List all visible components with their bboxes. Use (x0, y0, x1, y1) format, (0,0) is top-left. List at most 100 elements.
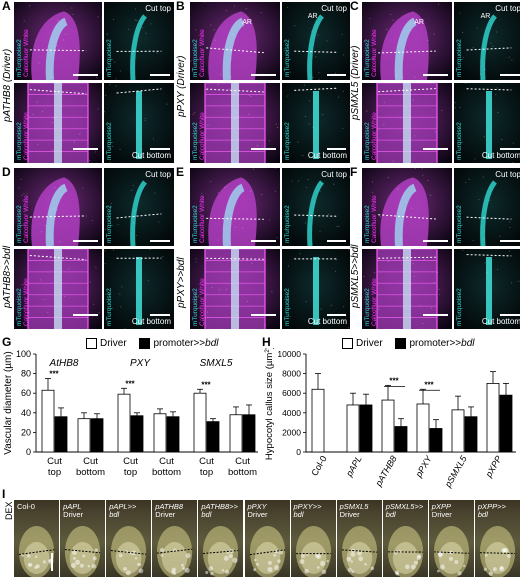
callus-label-line1: Col-0 (17, 502, 35, 511)
micrograph-b-single-top: Cut top AR mTurquoise2 (282, 2, 350, 80)
micrograph-d-single-top: Cut top mTurquoise2 (104, 168, 174, 246)
legend-bdl: promoter>> bdl (139, 338, 219, 349)
legend-bdl-suffix: bdl (461, 337, 475, 349)
scale-bar (150, 148, 170, 150)
channel-label-mturquoise: mTurquoise2 (364, 122, 371, 160)
channel-label-mturquoise: mTurquoise2 (16, 122, 23, 160)
panel-letter-f: F (350, 165, 358, 179)
x-tick-label-line2: bottom (76, 467, 105, 478)
micrograph-f-merged-bottom: mTurquoise2 Calcofluor White (362, 249, 452, 329)
scale-bar (500, 148, 520, 150)
callus-image: pXPP>> bdl (474, 500, 520, 577)
y-tick-label: 80 (21, 369, 31, 379)
y-axis-label: Vascular diameter (µm) (3, 351, 14, 454)
callus-label-line2: Driver (339, 510, 360, 519)
callus-label-line1: pAPL>> (109, 502, 137, 511)
channel-label-mturquoise: mTurquoise2 (456, 39, 463, 77)
panel-letter-c: C (350, 0, 359, 13)
x-tick-label: Col-0 (309, 454, 328, 478)
y-tick-label: 20 (21, 427, 31, 437)
y-tick-label: 4000 (282, 408, 301, 418)
callus-label-line2: bdl (109, 510, 120, 519)
callus-label-line1: pAPL (63, 502, 82, 511)
callus-image: pAPL>> bdl (106, 500, 152, 577)
callus-image-label: Col-0 (17, 503, 35, 511)
callus-image-label: pPXY>> bdl (294, 503, 322, 519)
channel-label-calcofluor: Calcofluor White (199, 112, 206, 160)
scale-bar (327, 240, 346, 242)
bar-bdl (499, 394, 513, 453)
callus-image-label: pSMXL5>> bdl (386, 503, 424, 519)
y-tick-label: 100 (16, 349, 31, 359)
y-tick-label: 8000 (282, 369, 301, 379)
micrograph-f-single-top: Cut top mTurquoise2 (454, 168, 520, 246)
callus-label-line2: Driver (155, 510, 176, 519)
scale-bar (423, 240, 448, 242)
bar-bdl (359, 404, 373, 453)
row-label-c: pSMXL5 (Driver) (350, 45, 361, 120)
legend-driver-label: Driver (356, 337, 383, 349)
callus-image: Col-0 (14, 500, 60, 577)
scale-bar (423, 314, 448, 316)
cut-top-label: Cut top (495, 170, 520, 179)
micrograph-a-merged-top: mTurquoise2 Calcofluor White (14, 2, 102, 80)
panel-letter-e: E (176, 165, 185, 179)
scale-bar (327, 74, 346, 76)
row-label-b: pPXY (Driver) (176, 55, 187, 118)
scale-bar (500, 240, 520, 242)
scale-bar (500, 314, 520, 316)
callus-label-line1: pXPP>> (477, 502, 506, 511)
y-tick-label: 0 (296, 447, 301, 457)
channel-label-mturquoise: mTurquoise2 (106, 122, 113, 160)
x-tick-label: pATHB8 (373, 454, 399, 489)
bar-driver (193, 392, 207, 453)
scale-bar (423, 74, 448, 76)
channel-label-mturquoise: mTurquoise2 (284, 205, 291, 243)
callus-image: pXPP Driver (428, 500, 474, 577)
legend-bdl: promoter>> bdl (395, 337, 475, 349)
micrograph-d-single-bottom: Cut bottom mTurquoise2 (104, 249, 174, 329)
scale-bar (73, 148, 98, 150)
callus-image-label: pSMXL5 Driver (340, 503, 369, 519)
micrograph-f-single-bottom: Cut bottom mTurquoise2 (454, 249, 520, 329)
bar-driver (346, 404, 360, 453)
channel-label-calcofluor: Calcofluor White (23, 112, 30, 160)
channel-label-mturquoise: mTurquoise2 (284, 122, 291, 160)
scale-bar (251, 240, 276, 242)
significance-label: *** (201, 380, 211, 389)
micrograph-e-merged-bottom: mTurquoise2 Calcofluor White (190, 249, 280, 329)
channel-label-mturquoise: mTurquoise2 (192, 39, 199, 77)
callus-label-line1: pPXY>> (293, 502, 322, 511)
callus-label-line1: pATHB8>> (201, 502, 238, 511)
channel-label-calcofluor: Calcofluor White (199, 278, 206, 326)
legend-bdl-swatch (139, 338, 151, 349)
panel-letter-a: A (2, 0, 11, 13)
x-tick-label-line1: Cut (235, 456, 250, 467)
callus-label-line2: bdl (293, 510, 304, 519)
x-tick-label-line1: Cut (123, 456, 138, 467)
row-label-a: pATHB8 (Driver) (2, 48, 13, 122)
row-label-e: pPXY>>bdl (176, 257, 187, 308)
bar-driver (416, 403, 430, 453)
bar-driver (41, 389, 55, 453)
bar-driver (77, 418, 91, 453)
channel-label-mturquoise: mTurquoise2 (106, 288, 113, 326)
channel-label-mturquoise: mTurquoise2 (192, 122, 199, 160)
y-axis-label: Hypocotyl callus size (µm2) (264, 348, 276, 460)
panel-letter-b: B (176, 0, 185, 13)
y-tick-label: 40 (21, 408, 31, 418)
scale-bar (327, 314, 346, 316)
ar-label: AR (242, 19, 252, 27)
bar-bdl (206, 421, 220, 453)
micrograph-e-single-top: Cut top mTurquoise2 (282, 168, 350, 246)
x-tick-label-line2: bottom (152, 467, 181, 478)
channel-label-calcofluor: Calcofluor White (371, 278, 378, 326)
callus-image: pPXY>> bdl (290, 500, 336, 577)
scale-bar (423, 148, 448, 150)
cut-top-label: Cut top (145, 170, 171, 179)
x-tick-label-line1: Cut (83, 456, 98, 467)
legend-driver: Driver (342, 338, 383, 349)
cut-top-label: Cut top (321, 170, 347, 179)
micrograph-c-single-bottom: Cut bottom mTurquoise2 (454, 83, 520, 163)
group-label-athb8: AtHB8 (49, 358, 79, 369)
